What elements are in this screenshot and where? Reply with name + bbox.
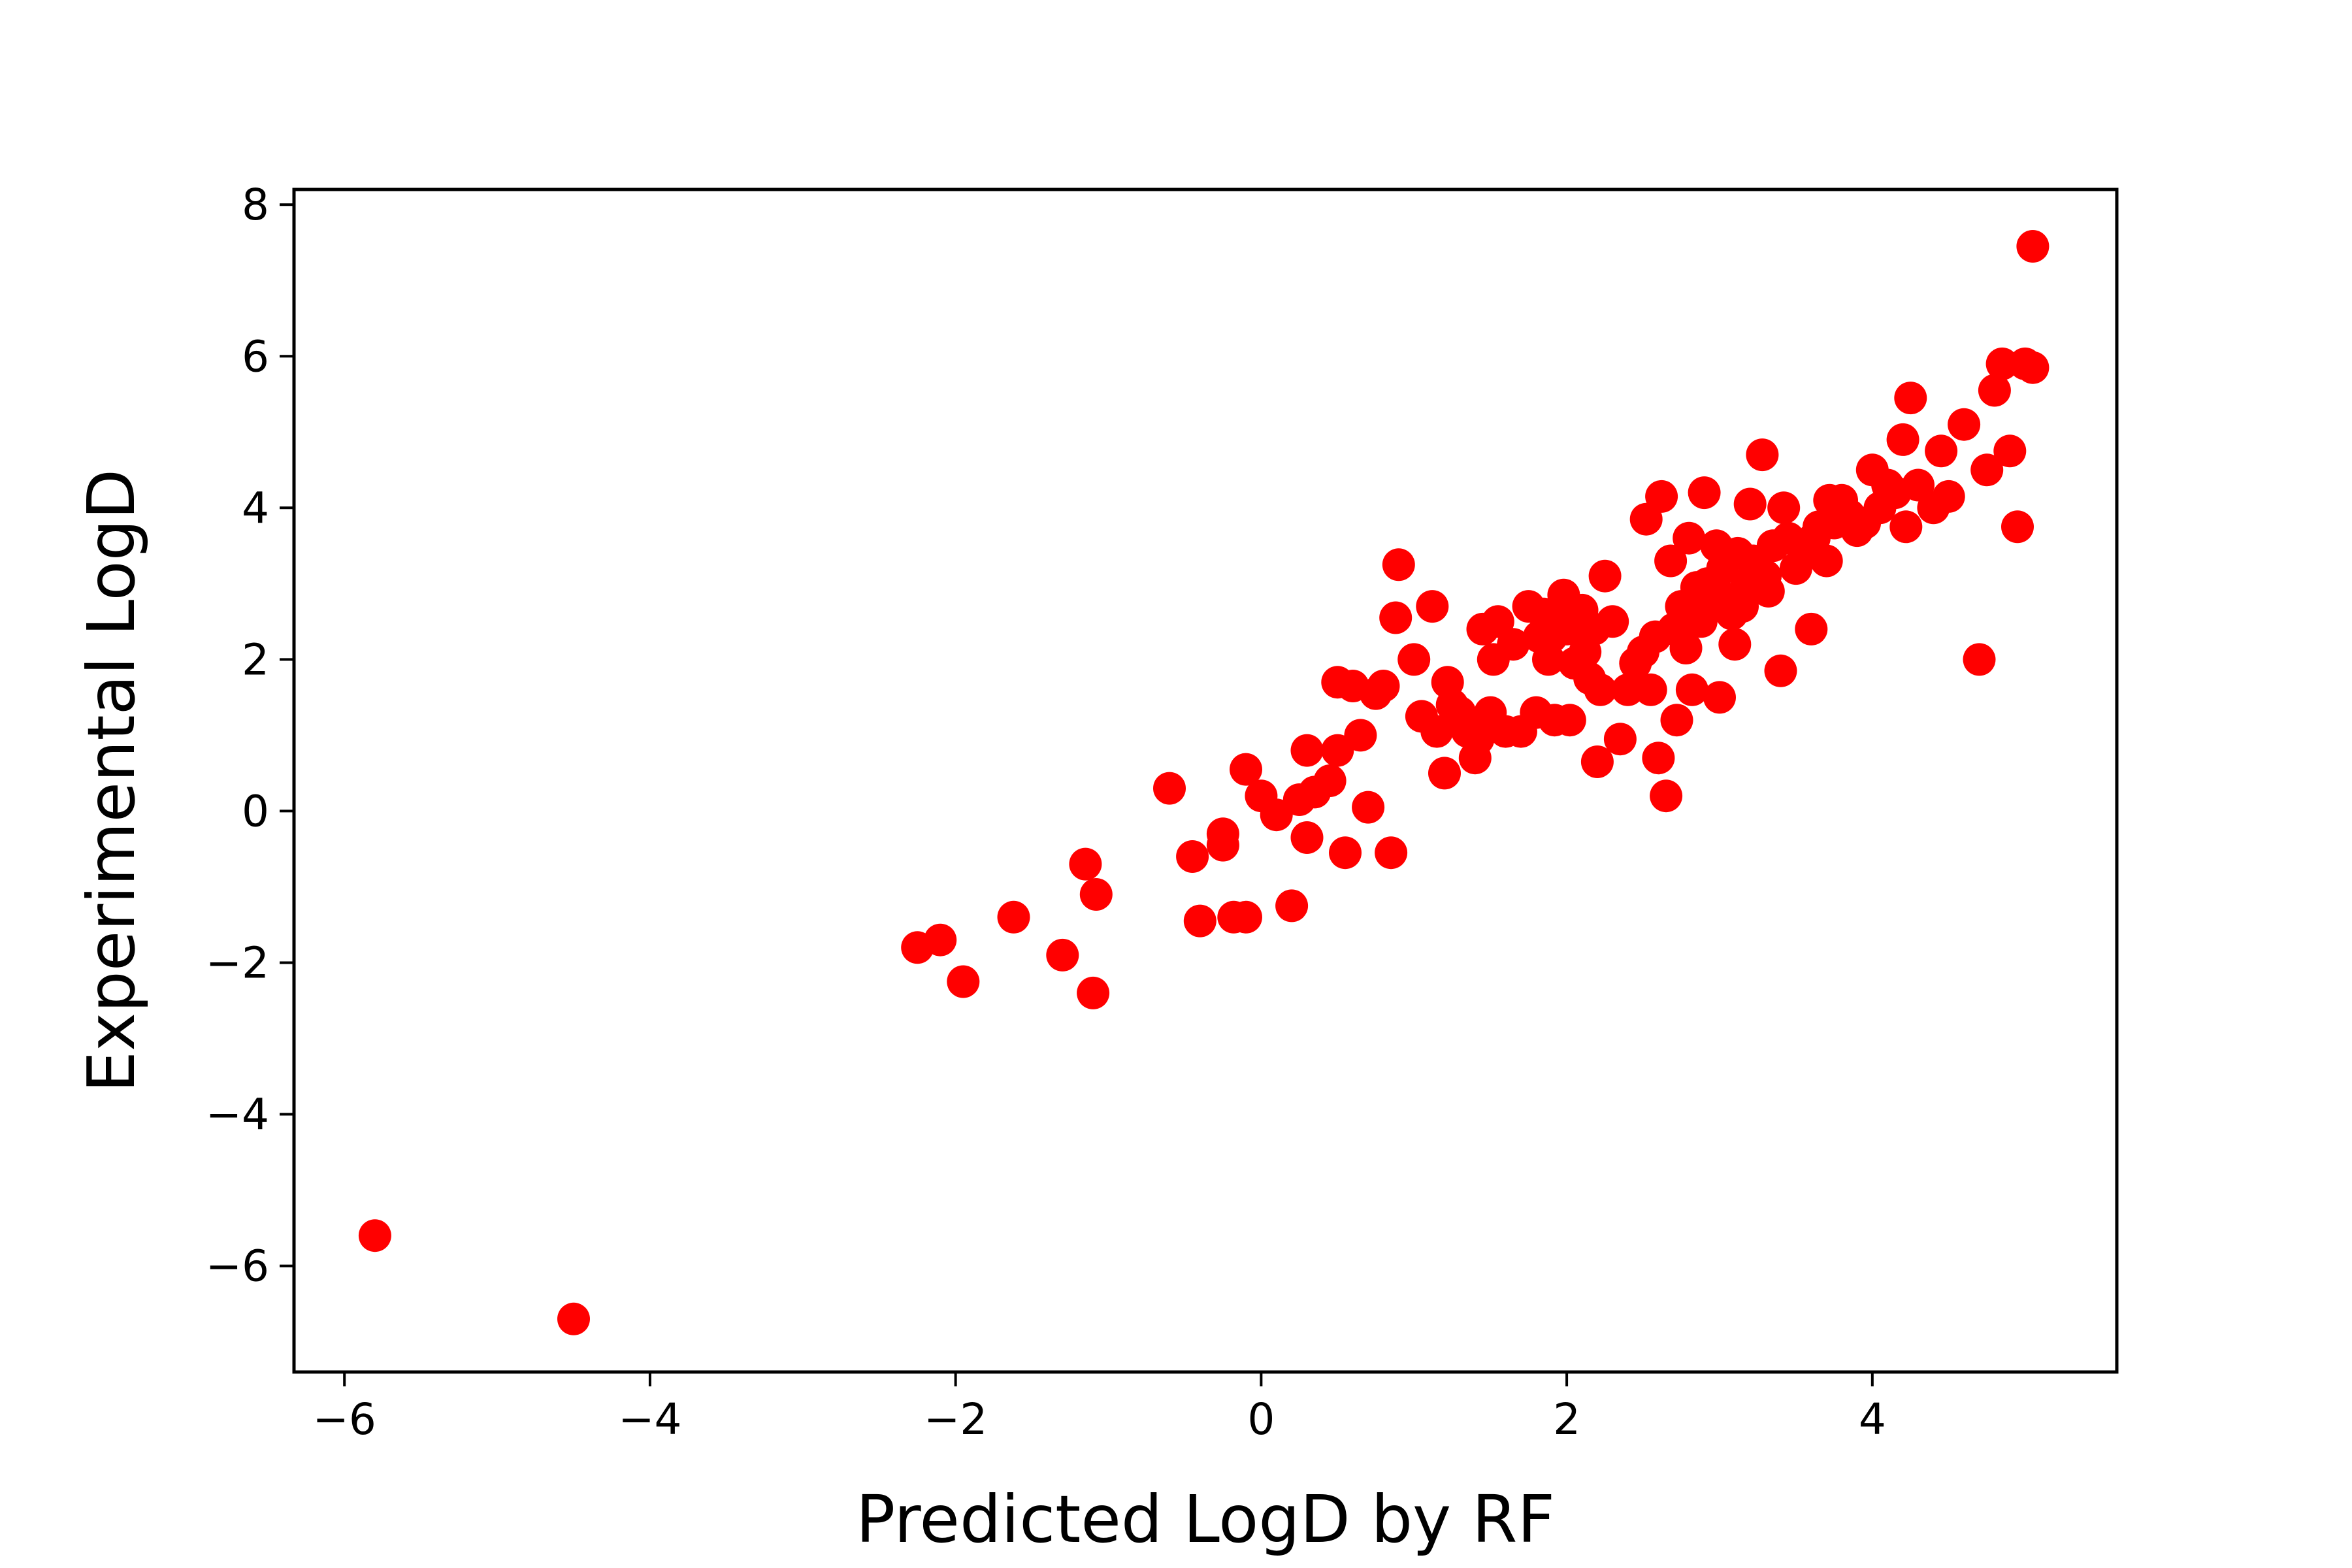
data-point [1153, 772, 1186, 805]
data-point [1894, 382, 1927, 415]
data-point [924, 923, 957, 956]
data-point [1810, 544, 1843, 578]
data-point [1321, 734, 1354, 767]
data-point [1290, 734, 1324, 767]
data-point [2001, 510, 2034, 544]
x-tick-label: −4 [618, 1394, 681, 1445]
data-point [947, 965, 980, 998]
data-points [358, 230, 2050, 1335]
data-point [1344, 719, 1377, 752]
data-point [1553, 704, 1586, 737]
data-point [1660, 704, 1693, 737]
y-tick-label: 4 [242, 483, 269, 533]
data-point [1596, 605, 1629, 638]
data-point [1688, 476, 1721, 510]
data-point [1352, 791, 1385, 824]
y-axis-label: Experimental LogD [73, 469, 150, 1092]
data-point [1329, 836, 1362, 870]
data-point [1367, 670, 1400, 702]
x-tick-label: −2 [924, 1394, 987, 1445]
data-point [1611, 673, 1644, 706]
data-point [557, 1302, 590, 1335]
data-point [1275, 889, 1309, 923]
data-point [1654, 544, 1688, 578]
data-point [1948, 408, 1981, 441]
data-point [1703, 681, 1736, 714]
data-point [1993, 434, 2027, 468]
data-point [1932, 480, 1965, 513]
data-point [1183, 904, 1217, 938]
y-tick-label: 6 [242, 331, 269, 382]
data-point [1580, 745, 1614, 778]
y-axis-ticks: −6 −4 −2 0 2 4 6 8 [206, 180, 294, 1292]
data-point [1206, 828, 1239, 862]
data-point [1077, 976, 1110, 1009]
x-axis-ticks: −6 −4 −2 0 2 4 [313, 1372, 1886, 1445]
x-axis-label: Predicted LogD by RF [856, 1481, 1555, 1558]
data-point [1382, 548, 1415, 581]
y-tick-label: −4 [206, 1090, 269, 1140]
data-point [358, 1219, 391, 1252]
data-point [1603, 723, 1637, 756]
data-point [1379, 601, 1413, 634]
data-point [1375, 836, 1408, 870]
data-point [1046, 938, 1079, 972]
data-point [1889, 510, 1923, 544]
plot-frame [292, 188, 2119, 1374]
data-point [1669, 632, 1703, 664]
data-point [1795, 612, 1828, 645]
x-tick-label: 2 [1553, 1394, 1580, 1445]
data-point [1673, 521, 1706, 555]
data-point [1752, 574, 1785, 608]
data-point [1985, 347, 2019, 380]
data-point [1260, 798, 1293, 832]
data-point [1313, 764, 1347, 797]
data-point [1584, 673, 1617, 706]
data-point [1746, 438, 1779, 472]
data-point [1970, 453, 2004, 487]
data-point [1978, 374, 2011, 407]
data-point [1886, 423, 1919, 456]
data-point [1290, 821, 1324, 854]
data-point [2016, 351, 2050, 384]
data-point [1397, 643, 1431, 676]
x-tick-label: 4 [1859, 1394, 1886, 1445]
data-point [1963, 643, 1996, 676]
data-point [1416, 590, 1449, 623]
data-point [1642, 742, 1675, 775]
y-tick-label: 8 [242, 180, 269, 230]
data-point [1645, 480, 1678, 513]
data-point [1420, 715, 1454, 748]
data-point [1230, 753, 1262, 786]
data-point [1176, 840, 1209, 873]
data-point [1497, 628, 1530, 661]
data-point [1650, 779, 1683, 813]
data-point [1462, 723, 1495, 756]
data-point [1634, 673, 1667, 706]
y-tick-label: −2 [206, 938, 269, 988]
x-tick-label: 0 [1247, 1394, 1275, 1445]
data-point [1588, 559, 1622, 593]
data-point [1428, 757, 1461, 790]
data-point [997, 900, 1030, 934]
y-tick-label: 0 [242, 786, 269, 836]
data-point [1764, 654, 1797, 687]
data-point [2016, 230, 2050, 263]
y-tick-label: −6 [206, 1241, 269, 1292]
data-point [1230, 900, 1262, 934]
data-point [1733, 487, 1767, 521]
data-point [1925, 434, 1958, 468]
data-point [1767, 491, 1801, 525]
data-point [1718, 628, 1752, 661]
y-tick-label: 2 [242, 634, 269, 685]
x-tick-label: −6 [313, 1394, 376, 1445]
data-point [1675, 673, 1708, 706]
data-point [1069, 847, 1102, 881]
data-point [1079, 878, 1113, 911]
